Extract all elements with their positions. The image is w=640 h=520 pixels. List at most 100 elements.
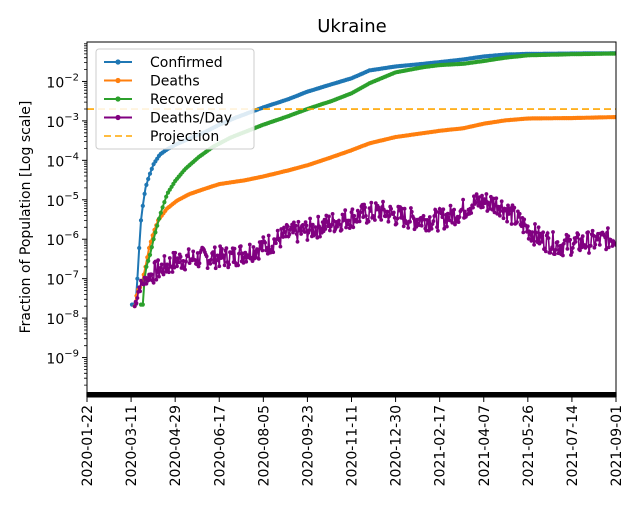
legend-marker bbox=[115, 59, 121, 65]
deaths-day-point bbox=[263, 240, 267, 245]
legend-marker bbox=[115, 77, 121, 84]
deaths-day-point bbox=[387, 214, 392, 219]
legend-item-deaths-day: Deaths/Day bbox=[104, 111, 232, 127]
deaths-day-point bbox=[401, 224, 406, 229]
deaths-day-point bbox=[167, 270, 171, 275]
deaths-day-point bbox=[310, 222, 315, 227]
deaths-day-point bbox=[367, 206, 372, 211]
deaths-day-point bbox=[275, 228, 280, 233]
deaths-day-point bbox=[132, 304, 137, 309]
deaths-day-point bbox=[551, 230, 555, 234]
deaths-day-point bbox=[414, 225, 419, 229]
deaths-day-point bbox=[196, 264, 201, 269]
deaths-day-point bbox=[158, 265, 163, 270]
deaths-day-point bbox=[285, 224, 290, 229]
deaths-day-point bbox=[330, 212, 335, 216]
series-deaths-day bbox=[132, 192, 616, 309]
deaths-day-point bbox=[578, 248, 582, 253]
legend-label: Deaths/Day bbox=[150, 111, 232, 127]
deaths-day-point bbox=[576, 232, 581, 237]
deaths-day-point bbox=[260, 248, 265, 253]
deaths-day-point bbox=[394, 221, 399, 226]
deaths-day-point bbox=[134, 301, 139, 306]
deaths-day-point bbox=[512, 205, 517, 210]
deaths-day-point bbox=[473, 200, 478, 205]
deaths-day-point bbox=[546, 236, 551, 241]
deaths-day-point bbox=[439, 211, 444, 216]
deaths-day-point bbox=[337, 222, 342, 227]
confirmed-point bbox=[142, 191, 147, 196]
deaths-day-point bbox=[606, 245, 611, 250]
deaths-day-point bbox=[165, 262, 170, 267]
deaths-day-point bbox=[481, 205, 485, 210]
deaths-day-point bbox=[349, 210, 354, 215]
deaths-day-point bbox=[533, 222, 537, 226]
x-tick-label: 2020-12-30 bbox=[389, 405, 405, 486]
deaths-day-point bbox=[436, 228, 440, 233]
deaths-day-point bbox=[424, 228, 429, 233]
deaths-day-point bbox=[603, 235, 608, 240]
deaths-day-point bbox=[505, 219, 509, 224]
legend-marker bbox=[115, 114, 121, 121]
deaths-day-point bbox=[383, 214, 388, 219]
chart-title: Ukraine bbox=[317, 16, 387, 37]
deaths-day-point bbox=[507, 212, 511, 216]
deaths-day-point bbox=[409, 206, 413, 210]
legend: Confirmed Deaths Recovered Deaths/Day Projec… bbox=[95, 48, 255, 150]
deaths-day-point bbox=[193, 258, 197, 262]
deaths-day-point bbox=[294, 232, 299, 236]
deaths-day-point bbox=[157, 274, 161, 279]
axes-layer: 2020-01-22 2020-03-11 2020-04-29 2020-06-17… bbox=[46, 41, 625, 486]
deaths-day-point bbox=[531, 237, 536, 241]
deaths-day-point bbox=[495, 211, 500, 216]
deaths-day-point bbox=[579, 237, 583, 242]
deaths-day-point bbox=[447, 218, 452, 223]
deaths-day-point bbox=[521, 230, 526, 235]
deaths-day-point bbox=[587, 251, 591, 255]
deaths-day-point bbox=[373, 218, 377, 222]
deaths-day-point bbox=[525, 224, 530, 229]
deaths-day-point bbox=[358, 210, 363, 215]
legend-item-deaths: Deaths bbox=[104, 74, 200, 90]
deaths-day-point bbox=[251, 245, 256, 249]
deaths-day-point bbox=[539, 234, 544, 239]
deaths-day-point bbox=[463, 209, 467, 214]
deaths-day-point bbox=[256, 248, 260, 253]
deaths-day-point bbox=[356, 213, 361, 218]
deaths-day-point bbox=[295, 239, 300, 244]
deaths-day-point bbox=[278, 244, 283, 249]
deaths-day-point bbox=[137, 285, 142, 290]
deaths-day-point bbox=[422, 217, 427, 222]
deaths-day-point bbox=[516, 215, 521, 219]
deaths-day-point bbox=[522, 217, 527, 222]
deaths-day-point bbox=[570, 250, 574, 255]
deaths-day-point bbox=[229, 251, 234, 256]
deaths-day-point bbox=[395, 216, 400, 221]
deaths-day-point bbox=[494, 196, 499, 201]
deaths-day-point bbox=[265, 246, 269, 250]
deaths-day-point bbox=[351, 225, 356, 230]
deaths-day-point bbox=[173, 250, 178, 255]
deaths-day-point bbox=[175, 264, 179, 269]
deaths-day-point bbox=[301, 223, 305, 227]
deaths-day-point bbox=[491, 196, 496, 201]
deaths-day-point bbox=[497, 207, 501, 212]
deaths-day-point bbox=[499, 199, 504, 204]
x-tick-label: 2020-11-11 bbox=[345, 405, 361, 486]
deaths-day-point bbox=[154, 277, 159, 282]
recovered-point bbox=[156, 216, 162, 221]
legend-item-recovered: Recovered bbox=[104, 92, 224, 108]
deaths-day-point bbox=[316, 214, 321, 219]
deaths-day-point bbox=[481, 197, 486, 201]
deaths-day-point bbox=[151, 280, 156, 285]
deaths-day-point bbox=[209, 257, 214, 262]
y-tick-label: 10−9 bbox=[46, 349, 79, 368]
deaths-day-point bbox=[605, 230, 609, 235]
deaths-day-point bbox=[382, 207, 386, 212]
y-tick-label: 10−4 bbox=[46, 151, 79, 170]
deaths-day-point bbox=[472, 194, 476, 199]
deaths-day-point bbox=[448, 203, 453, 208]
deaths-day-point bbox=[517, 211, 522, 216]
deaths-day-point bbox=[293, 223, 298, 228]
deaths-day-point bbox=[247, 253, 251, 258]
